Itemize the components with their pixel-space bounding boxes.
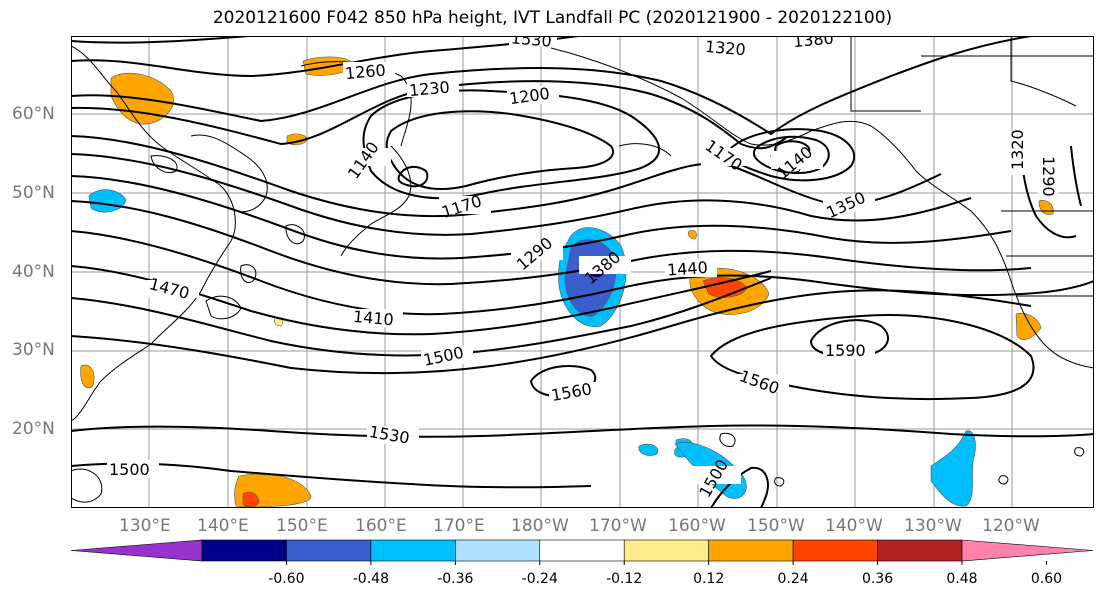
lat-label-60n: 60°N: [12, 104, 55, 124]
lon-label-160e: 160°E: [355, 516, 407, 536]
colorbar-tick-label: 0.36: [861, 571, 894, 587]
colorbar-tick-label: -0.12: [606, 571, 643, 587]
lon-label-150e: 150°E: [276, 516, 328, 536]
contour-label: 1290: [1039, 156, 1058, 197]
colorbar-tick-label: -0.24: [521, 571, 558, 587]
lon-label-160w: 160°W: [668, 516, 726, 536]
contour-label: 1320: [704, 37, 746, 59]
colorbar-extend-high: [961, 539, 1094, 562]
lon-label-140e: 140°E: [197, 516, 249, 536]
contour-label: 1530: [510, 36, 552, 51]
contour-label: 1590: [825, 341, 866, 360]
lon-label-140w: 140°W: [825, 516, 883, 536]
colorbar-swatch: [623, 539, 709, 562]
lat-label-50n: 50°N: [12, 183, 55, 203]
colorbar-swatch: [455, 539, 541, 562]
colorbar-tick-label: -0.36: [437, 571, 474, 587]
colorbar-tick-label: -0.48: [352, 571, 389, 587]
lon-label-130e: 130°E: [119, 516, 171, 536]
contour-label: 1230: [408, 78, 450, 100]
contour-label: 1380: [792, 36, 834, 51]
contour-label: 1500: [109, 460, 150, 479]
lat-label-20n: 20°N: [12, 419, 55, 439]
lat-label-30n: 30°N: [12, 340, 55, 360]
colorbar-extend-low: [70, 539, 203, 562]
map-panel: 1530 1320 1380 1260 1230 1200 1140 1170 …: [71, 36, 1094, 508]
ivt-positive-area: [242, 491, 260, 508]
colorbar-swatch: [792, 539, 878, 562]
ivt-positive-area: [80, 364, 95, 389]
lon-label-180w: 180°W: [511, 516, 569, 536]
contour-label: 1410: [352, 307, 394, 329]
colorbar-tick-label: 0.12: [693, 571, 725, 587]
lon-label-150w: 150°W: [747, 516, 805, 536]
colorbar-tick-label: -0.60: [268, 571, 305, 587]
lon-label-170w: 170°W: [589, 516, 647, 536]
colorbar-tick-label: 0.24: [777, 571, 809, 587]
lat-label-40n: 40°N: [12, 262, 55, 282]
colorbar-swatch: [708, 539, 794, 562]
lon-label-130w: 130°W: [904, 516, 962, 536]
ivt-negative-area: [930, 430, 976, 507]
colorbar-swatch: [370, 539, 456, 562]
ivt-negative-area: [638, 443, 659, 456]
colorbar-swatch: [286, 539, 372, 562]
colorbar-swatch: [539, 539, 625, 562]
map-border: [71, 36, 1094, 508]
colorbar-tick-label: 0.60: [1030, 571, 1063, 587]
colorbar-swatch: [877, 539, 963, 562]
colorbar-tick-label: 0.48: [946, 571, 978, 587]
colorbar: [70, 539, 1094, 565]
contour-label: 1440: [666, 258, 708, 280]
contour-label: 1320: [1008, 129, 1027, 170]
contour-label: 1260: [344, 61, 386, 83]
colorbar-swatch: [201, 539, 287, 562]
page-title: 2020121600 F042 850 hPa height, IVT Land…: [212, 8, 893, 28]
lon-label-170e: 170°E: [433, 516, 485, 536]
lon-label-120w: 120°W: [982, 516, 1040, 536]
ivt-positive-area: [688, 229, 697, 240]
